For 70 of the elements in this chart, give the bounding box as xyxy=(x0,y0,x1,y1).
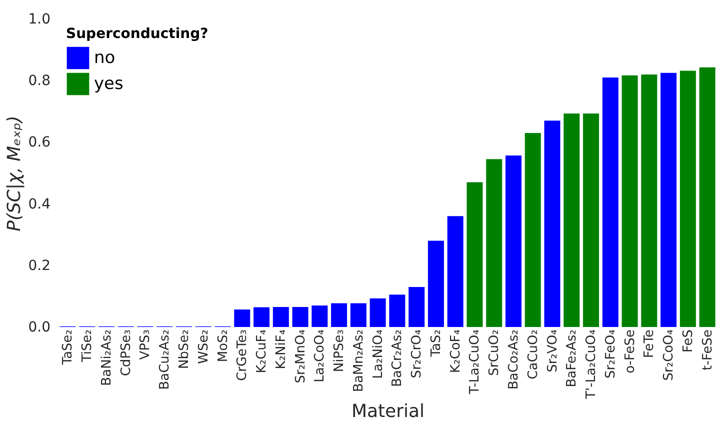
bar xyxy=(680,70,696,327)
y-tick-label: 0.0 xyxy=(28,320,50,336)
x-tick-label: Sr₂MnO₄ xyxy=(293,330,308,384)
x-tick-label: Sr₂CoO₄ xyxy=(662,330,677,381)
x-tick-label: CdPSe₃ xyxy=(118,330,134,376)
legend-label: no xyxy=(94,48,116,68)
bar xyxy=(428,240,444,327)
x-tick-label: t-FeSe xyxy=(700,330,716,370)
bar xyxy=(292,306,308,327)
y-tick-label: 0.6 xyxy=(28,134,51,151)
legend-title: Superconducting? xyxy=(66,26,208,42)
x-tick-label: TaS₂ xyxy=(428,330,444,358)
bar xyxy=(350,303,366,327)
bar xyxy=(564,114,580,327)
x-tick-label: BaMn₂As₂ xyxy=(351,330,366,392)
bar xyxy=(312,305,328,327)
x-tick-label: NiPSe₃ xyxy=(332,330,348,372)
x-tick-label: BaCo₂As₂ xyxy=(506,330,522,390)
x-tick-label: K₂CuF₄ xyxy=(254,330,270,374)
x-tick-label: T'-La₂CuO₄ xyxy=(584,330,600,400)
bar xyxy=(389,294,406,327)
x-tick-label: Sr₂FeO₄ xyxy=(603,330,618,379)
y-tick-label: 0.8 xyxy=(28,73,50,90)
bar xyxy=(641,74,658,327)
bar xyxy=(447,216,464,327)
bar xyxy=(699,67,716,327)
bar xyxy=(622,75,638,327)
y-axis-title: P(SC|χ, Mₑₓₚ) xyxy=(4,116,26,232)
bar xyxy=(466,182,483,327)
x-tick-label: WSe₂ xyxy=(196,330,212,364)
x-axis-title: Material xyxy=(351,400,425,422)
x-tick-label: T-La₂CuO₄ xyxy=(468,330,483,396)
x-tick-label: VPS₃ xyxy=(138,330,154,360)
bar xyxy=(544,120,560,327)
bar xyxy=(660,72,677,327)
x-tick-label: CrGeTe₃ xyxy=(235,330,250,381)
x-tick-label: BaCu₂As₂ xyxy=(158,330,173,390)
legend-label: yes xyxy=(94,74,124,94)
x-tick-label: CaCuO₂ xyxy=(526,330,541,380)
x-tick-label: La₂CoO₄ xyxy=(312,330,328,382)
bar xyxy=(408,286,425,327)
x-tick-label: NbSe₂ xyxy=(176,330,192,369)
y-tick-label: 1.0 xyxy=(28,12,50,28)
bar xyxy=(254,307,270,327)
x-tick-label: K₂CoF₄ xyxy=(448,330,464,373)
bar xyxy=(524,132,541,327)
bar xyxy=(370,298,386,327)
y-tick-label: 0.4 xyxy=(28,196,51,212)
bar xyxy=(602,78,618,327)
bar xyxy=(234,309,250,327)
x-tick-label: BaFe₂As₂ xyxy=(564,330,580,388)
x-tick-label: La₂NiO₄ xyxy=(370,330,386,379)
x-tick-label: TaSe₂ xyxy=(60,330,76,366)
x-tick-label: FeTe xyxy=(642,330,658,358)
x-tick-label: BaNi₂As₂ xyxy=(99,330,114,386)
x-tick-label: Sr₂VO₄ xyxy=(545,330,560,372)
bar xyxy=(583,114,600,327)
y-tick-label: 0.2 xyxy=(28,258,50,274)
bar xyxy=(331,303,348,327)
x-tick-label: K₂NiF₄ xyxy=(274,330,289,370)
bar xyxy=(272,306,289,327)
bar xyxy=(486,159,502,327)
x-tick-label: TiSe₂ xyxy=(80,330,96,364)
x-tick-label: BaCr₂As₂ xyxy=(390,330,406,387)
x-tick-label: SrCuO₂ xyxy=(487,330,502,376)
x-tick-label: o-FeSe xyxy=(622,330,638,374)
x-tick-label: MoS₂ xyxy=(216,330,231,362)
bar xyxy=(505,155,522,327)
x-tick-label: Sr₂CrO₄ xyxy=(410,330,425,378)
x-tick-label: FeS xyxy=(680,330,696,353)
